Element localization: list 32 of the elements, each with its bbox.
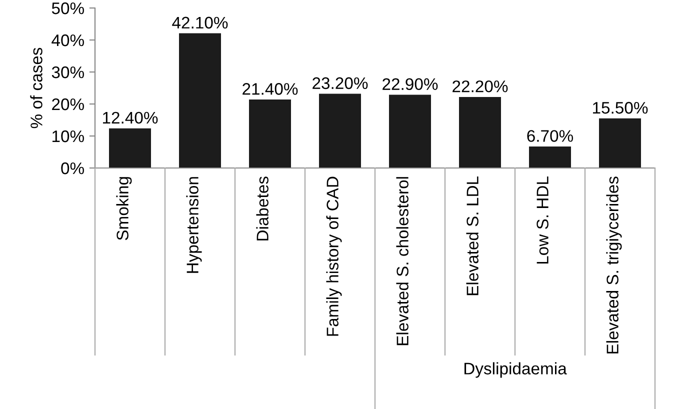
bar xyxy=(319,94,361,168)
y-tick-label: 30% xyxy=(52,66,84,78)
data-label: 22.20% xyxy=(452,80,508,92)
data-label: 12.40% xyxy=(103,112,158,124)
data-label: 21.40% xyxy=(242,83,298,95)
y-tick-label: 20% xyxy=(52,98,84,110)
y-tick-label: 10% xyxy=(52,130,84,142)
text: Dyslipidaemia xyxy=(464,362,567,378)
y-axis-title: % of cases xyxy=(30,48,42,128)
data-label: 23.20% xyxy=(312,77,368,90)
data-label: 42.10% xyxy=(172,16,228,29)
bar xyxy=(249,100,291,168)
x-tick-label: Family history of CAD xyxy=(326,176,342,336)
x-tick-label: Elevated S. cholesterol xyxy=(396,177,408,346)
y-tick-label: 0% xyxy=(61,162,84,174)
y-tick-label: 50% xyxy=(52,2,84,14)
x-tick-label: Elevated S. trigiycerides xyxy=(606,176,622,354)
bar xyxy=(179,33,221,168)
bar xyxy=(109,128,151,168)
data-label: 15.50% xyxy=(593,102,648,114)
x-tick-label: Hypertension xyxy=(186,177,202,273)
bar xyxy=(599,118,641,168)
x-tick-label: Elevated S. LDL xyxy=(466,176,478,296)
x-tick-label: Low S. HDL xyxy=(536,176,548,264)
data-label: 6.70% xyxy=(527,130,574,142)
x-tick-label: Diabetes xyxy=(256,176,268,240)
data-label: 22.90% xyxy=(382,78,438,90)
y-tick-label: 40% xyxy=(52,34,84,46)
bar xyxy=(529,146,571,168)
bar xyxy=(459,96,501,168)
x-tick-label: Smoking xyxy=(116,177,132,240)
bar xyxy=(389,94,431,168)
